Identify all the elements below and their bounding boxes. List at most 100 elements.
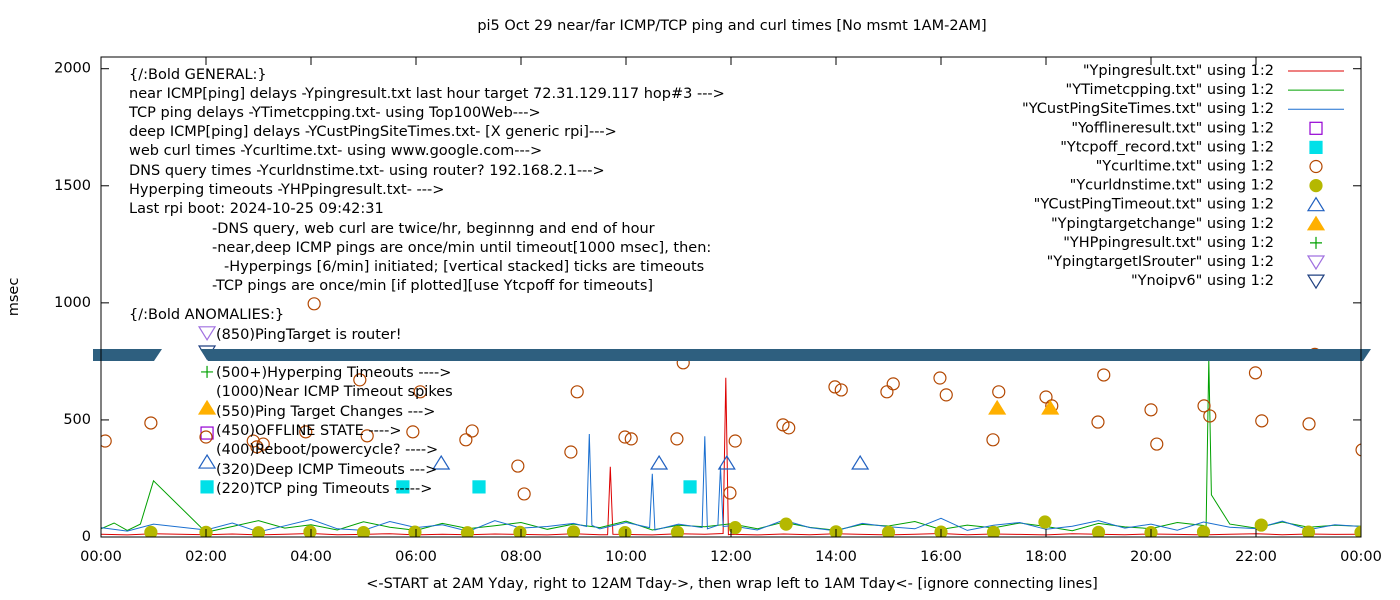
annotation: deep ICMP[ping] delays -YCustPingSiteTim… bbox=[129, 124, 617, 140]
series-line bbox=[101, 433, 1361, 533]
legend-label: "Yofflineresult.txt" using 1:2 bbox=[1071, 120, 1274, 136]
marker-circle bbox=[465, 424, 479, 438]
marker-circle bbox=[101, 434, 112, 448]
marker-circle bbox=[360, 429, 374, 443]
marker-circle bbox=[618, 525, 632, 537]
annotation: {/:Bold ANOMALIES:} bbox=[129, 307, 284, 323]
marker-triangle bbox=[717, 454, 736, 470]
marker-circle bbox=[670, 432, 684, 446]
marker-circle bbox=[834, 383, 848, 397]
marker-circle bbox=[566, 525, 581, 537]
marker-circle bbox=[1091, 525, 1106, 537]
x-tick-label: 02:00 bbox=[185, 549, 227, 565]
x-tick-label: 10:00 bbox=[605, 549, 647, 565]
legend-label: "Ytcpoff_record.txt" using 1:2 bbox=[1060, 139, 1274, 155]
annotation: web curl times -Ycurltime.txt- using www… bbox=[129, 143, 542, 159]
plot-layer bbox=[101, 297, 1361, 537]
annotation: (850)PingTarget is router! bbox=[216, 327, 402, 343]
marker-circle bbox=[1309, 179, 1323, 193]
marker-circle bbox=[992, 385, 1006, 399]
marker-circle bbox=[886, 377, 900, 391]
legend-label: "YpingtargetISrouter" using 1:2 bbox=[1047, 254, 1274, 270]
annotation: (320)Deep ICMP Timeouts ---> bbox=[216, 462, 437, 478]
marker-circle bbox=[1309, 159, 1323, 174]
marker-circle bbox=[1301, 525, 1316, 537]
legend-label: "Ynoipv6" using 1:2 bbox=[1131, 273, 1274, 289]
marker-circle bbox=[513, 525, 527, 537]
x-tick-label: 08:00 bbox=[500, 549, 542, 565]
marker-circle bbox=[1038, 515, 1052, 529]
legend-label: "Ypingtargetchange" using 1:2 bbox=[1051, 216, 1274, 232]
marker-circle bbox=[460, 526, 475, 537]
legend-label: "YCustPingSiteTimes.txt" using 1:2 bbox=[1022, 101, 1274, 117]
annotation: -TCP pings are once/min [if plotted][use… bbox=[212, 278, 653, 294]
y-tick-label: 2000 bbox=[54, 61, 91, 77]
marker-circle bbox=[356, 525, 371, 537]
x-tick-label: 04:00 bbox=[290, 549, 332, 565]
marker-circle bbox=[1248, 366, 1263, 380]
annotation: near ICMP[ping] delays -Ypingresult.txt … bbox=[129, 86, 725, 102]
annotation: Last rpi boot: 2024-10-25 09:42:31 bbox=[129, 201, 384, 217]
marker-circle bbox=[353, 373, 367, 387]
marker-square bbox=[200, 480, 214, 494]
marker-circle bbox=[1255, 414, 1269, 428]
annotation: -DNS query, web curl are twice/hr, begin… bbox=[212, 221, 655, 237]
marker-plus bbox=[201, 365, 214, 378]
marker-circle bbox=[618, 430, 632, 444]
legend-label: "Ypingresult.txt" using 1:2 bbox=[1083, 63, 1274, 79]
marker-triangle bbox=[197, 399, 217, 415]
marker-triangle bbox=[432, 454, 451, 470]
marker-plus bbox=[1310, 236, 1322, 249]
marker-circle bbox=[307, 297, 321, 311]
marker-circle bbox=[1150, 437, 1164, 451]
annotation: (550)Ping Target Changes ---> bbox=[216, 404, 435, 420]
marker-triangle bbox=[1306, 215, 1326, 231]
marker-circle bbox=[199, 430, 213, 444]
marker-circle bbox=[511, 459, 525, 473]
y-tick-label: 500 bbox=[63, 412, 91, 428]
marker-circle bbox=[1144, 403, 1158, 417]
marker-triangle-down bbox=[1306, 274, 1326, 290]
x-tick-label: 16:00 bbox=[920, 549, 962, 565]
marker-circle bbox=[299, 425, 313, 439]
marker-circle bbox=[303, 525, 317, 537]
marker-circle bbox=[144, 416, 158, 430]
annotation: (1000)Near ICMP Timeout spikes bbox=[216, 384, 453, 400]
annotation: (220)TCP ping Timeouts -----> bbox=[216, 481, 432, 497]
x-tick-label: 12:00 bbox=[710, 549, 752, 565]
marker-circle bbox=[939, 388, 953, 402]
y-tick-label: 1500 bbox=[54, 178, 91, 194]
x-tick-label: 06:00 bbox=[395, 549, 437, 565]
marker-circle bbox=[144, 525, 158, 537]
marker-square bbox=[472, 480, 486, 494]
marker-circle bbox=[670, 525, 685, 537]
x-tick-label: 20:00 bbox=[1130, 549, 1172, 565]
x-tick-label: 18:00 bbox=[1025, 549, 1067, 565]
marker-circle bbox=[1091, 415, 1105, 429]
marker-circle bbox=[408, 525, 422, 537]
annotation: {/:Bold GENERAL:} bbox=[129, 67, 267, 83]
marker-circle bbox=[728, 434, 742, 448]
marker-circle bbox=[564, 445, 578, 459]
marker-circle bbox=[1197, 399, 1211, 413]
marker-circle bbox=[256, 437, 270, 451]
marker-triangle bbox=[1041, 399, 1060, 415]
x-axis-label: <-START at 2AM Yday, right to 12AM Tday-… bbox=[366, 576, 1098, 592]
marker-circle bbox=[1203, 409, 1217, 423]
marker-circle bbox=[728, 521, 742, 535]
chart-title: pi5 Oct 29 near/far ICMP/TCP ping and cu… bbox=[477, 18, 986, 34]
marker-square bbox=[683, 480, 697, 494]
legend-label: "Ycurldnstime.txt" using 1:2 bbox=[1070, 178, 1274, 194]
marker-circle bbox=[624, 432, 638, 446]
marker-circle bbox=[1354, 525, 1361, 537]
legend-label: "Ycurltime.txt" using 1:2 bbox=[1096, 159, 1274, 175]
legend-label: "YTimetcpping.txt" using 1:2 bbox=[1066, 82, 1274, 98]
legend-label: "YCustPingTimeout.txt" using 1:2 bbox=[1034, 197, 1274, 213]
marker-circle bbox=[986, 433, 1000, 447]
marker-circle bbox=[250, 440, 264, 454]
marker-circle bbox=[406, 425, 420, 439]
break-band-right bbox=[200, 349, 1371, 361]
annotation: DNS query times -Ycurldnstime.txt- using… bbox=[129, 163, 605, 179]
legend-label: "YHPpingresult.txt" using 1:2 bbox=[1063, 235, 1274, 251]
